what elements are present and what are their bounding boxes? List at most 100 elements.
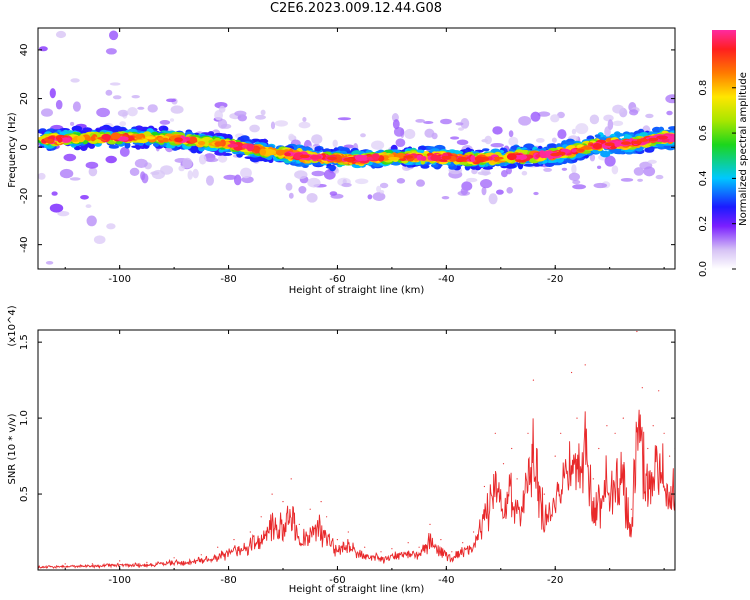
noise-blob xyxy=(217,154,228,163)
noise-blob xyxy=(666,110,673,116)
snr-point xyxy=(260,516,262,518)
noise-blob xyxy=(612,104,624,114)
y-tick-label: 1.5 xyxy=(19,334,30,350)
snr-point xyxy=(502,463,505,465)
noise-blob xyxy=(323,169,336,180)
noise-blob xyxy=(169,118,175,122)
noise-blob xyxy=(490,143,504,148)
x-tick-label: -40 xyxy=(438,575,454,586)
snr-point xyxy=(326,516,328,518)
noise-blob xyxy=(255,114,266,120)
y-scale-label: (x10^4) xyxy=(7,305,18,346)
noise-blob xyxy=(376,185,382,193)
noise-blob xyxy=(249,124,260,133)
noise-blob xyxy=(530,111,541,122)
noise-blob xyxy=(572,184,586,190)
noise-blob xyxy=(260,109,266,116)
noise-blob xyxy=(508,130,514,138)
noise-blob xyxy=(440,118,452,125)
snr-point xyxy=(320,501,322,503)
noise-blob xyxy=(533,191,539,196)
peak-blob xyxy=(631,140,642,145)
noise-blob xyxy=(441,196,450,200)
snr-point xyxy=(630,508,633,510)
ridge-blob xyxy=(600,150,611,158)
noise-blob xyxy=(466,177,478,183)
snr-point xyxy=(146,561,148,564)
noise-blob xyxy=(404,128,416,140)
noise-blob xyxy=(63,153,77,162)
noise-blob xyxy=(647,159,657,164)
noise-blob xyxy=(655,174,664,180)
noise-blob xyxy=(477,171,491,176)
noise-blob xyxy=(355,178,369,185)
noise-blob xyxy=(431,132,438,140)
noise-blob xyxy=(170,105,184,114)
noise-blob xyxy=(575,123,589,135)
noise-blob xyxy=(637,178,643,182)
ridge-blob xyxy=(325,165,335,169)
spectrogram-layer xyxy=(38,28,675,269)
ridge-blob xyxy=(517,154,528,160)
snr-point xyxy=(606,425,608,427)
noise-blob xyxy=(501,170,508,178)
ridge-blob xyxy=(539,151,547,159)
peak-blob xyxy=(621,141,631,145)
snr-point xyxy=(271,493,273,495)
snr-point xyxy=(473,531,475,533)
noise-blob xyxy=(423,121,434,124)
ridge-blob xyxy=(189,136,198,144)
noise-blob xyxy=(117,109,129,117)
ridge-blob xyxy=(77,135,85,143)
colorbar xyxy=(712,30,736,269)
ridge-blob xyxy=(592,143,603,150)
noise-blob xyxy=(603,114,614,122)
snr-line-layer xyxy=(38,330,675,570)
noise-blob xyxy=(285,182,293,191)
noise-blob xyxy=(38,172,46,180)
y-tick-label: 0.5 xyxy=(19,486,30,502)
ridge-blob xyxy=(57,137,63,143)
ridge-blob xyxy=(174,137,183,143)
noise-blob xyxy=(218,105,226,113)
snr-point xyxy=(119,560,121,562)
noise-blob xyxy=(119,121,127,127)
noise-blob xyxy=(480,179,493,189)
snr-point xyxy=(462,542,464,544)
noise-blob xyxy=(460,118,470,129)
peak-blob xyxy=(441,155,452,160)
snr-point xyxy=(614,432,616,434)
noise-blob xyxy=(337,117,351,121)
snr-point xyxy=(298,523,300,526)
noise-blob xyxy=(39,46,48,52)
noise-blob xyxy=(109,82,121,86)
noise-blob xyxy=(589,114,600,125)
snr-point xyxy=(641,387,643,389)
ridge-blob xyxy=(82,127,93,132)
ridge-blob xyxy=(619,150,625,155)
x-tick-label: -80 xyxy=(220,274,236,285)
noise-blob xyxy=(298,121,311,129)
noise-blob xyxy=(217,118,228,129)
noise-blob xyxy=(460,187,468,196)
noise-blob xyxy=(593,182,608,189)
noise-blob xyxy=(311,134,323,145)
noise-blob xyxy=(288,133,295,141)
noise-blob xyxy=(488,193,498,205)
noise-blob xyxy=(55,99,63,110)
noise-blob xyxy=(166,98,177,103)
noise-blob xyxy=(360,133,366,138)
ridge-blob xyxy=(571,148,577,153)
noise-blob xyxy=(371,140,385,150)
ridge-blob xyxy=(146,136,156,140)
noise-blob xyxy=(629,109,639,116)
snr-point xyxy=(560,432,562,434)
snr-point xyxy=(598,447,600,450)
peak-blob xyxy=(457,157,468,161)
ridge-blob xyxy=(157,137,164,141)
noise-blob xyxy=(572,179,581,185)
noise-blob xyxy=(367,194,373,200)
noise-blob xyxy=(223,174,237,180)
noise-blob xyxy=(521,170,528,176)
snr-point xyxy=(554,455,556,457)
